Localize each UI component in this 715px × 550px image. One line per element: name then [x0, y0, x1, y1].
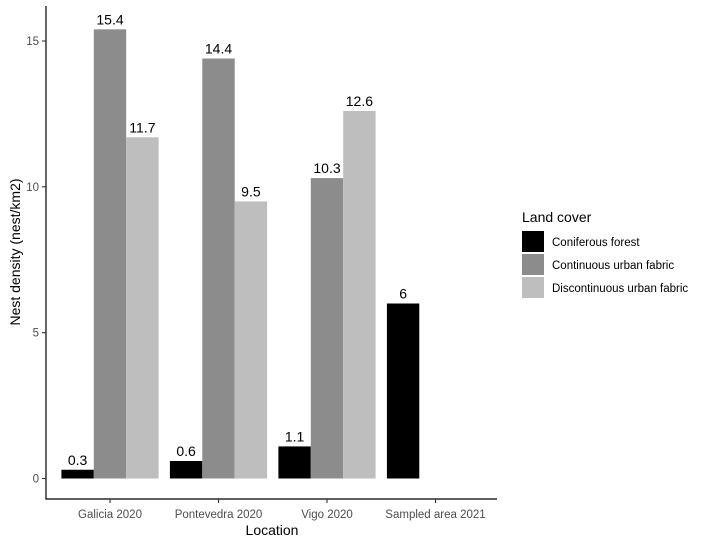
data-label: 0.6	[176, 443, 196, 459]
legend-label: Coniferous forest	[552, 237, 640, 249]
bar-2-1	[234, 201, 268, 479]
y-tick-label: 15	[26, 36, 39, 48]
bar-1-2	[310, 178, 344, 479]
bar-2-0	[126, 137, 159, 479]
x-tick-label: Pontevedra 2020	[175, 509, 263, 521]
data-label: 12.6	[346, 93, 373, 109]
data-label: 0.3	[68, 452, 88, 468]
x-tick-label: Sampled area 2021	[385, 509, 485, 521]
x-ticks: Galicia 2020 Pontevedra 2020 Vigo 2020 Samp…	[78, 499, 486, 521]
y-tick-label: 5	[33, 328, 39, 340]
data-label: 9.5	[241, 183, 261, 199]
legend: Land cover Coniferous forest Continuous u…	[522, 209, 688, 298]
legend-label: Continuous urban fabric	[552, 260, 674, 272]
legend-title: Land cover	[522, 209, 592, 225]
bar-0-2	[278, 446, 311, 479]
bars	[61, 29, 420, 479]
bar-0-1	[169, 461, 203, 479]
x-tick-label: Galicia 2020	[78, 509, 142, 521]
y-axis-label: Nest density (nest/km2)	[7, 178, 23, 325]
data-labels: 0.3 15.4 11.7 0.6 14.4 9.5 1.1 10.3 12.6 6	[68, 11, 407, 467]
x-tick-label: Vigo 2020	[301, 509, 353, 521]
data-label: 1.1	[285, 428, 305, 444]
legend-key-1	[522, 254, 544, 275]
data-label: 15.4	[96, 11, 123, 27]
bar-2-2	[343, 111, 376, 479]
data-label: 11.7	[129, 119, 155, 135]
legend-key-0	[522, 231, 544, 252]
x-axis-label: Location	[246, 522, 299, 538]
bar-1-1	[202, 58, 235, 479]
bar-1-0	[93, 29, 127, 479]
y-ticks: 0 5 10 15	[26, 36, 46, 486]
bar-0-0	[61, 469, 94, 479]
data-label: 10.3	[313, 160, 340, 176]
legend-key-2	[522, 277, 544, 298]
y-tick-label: 10	[26, 182, 39, 194]
bar-0-3	[386, 303, 420, 479]
data-label: 6	[399, 286, 407, 302]
data-label: 14.4	[205, 41, 232, 57]
legend-label: Discontinuous urban fabric	[552, 283, 688, 295]
y-tick-label: 0	[33, 474, 39, 486]
